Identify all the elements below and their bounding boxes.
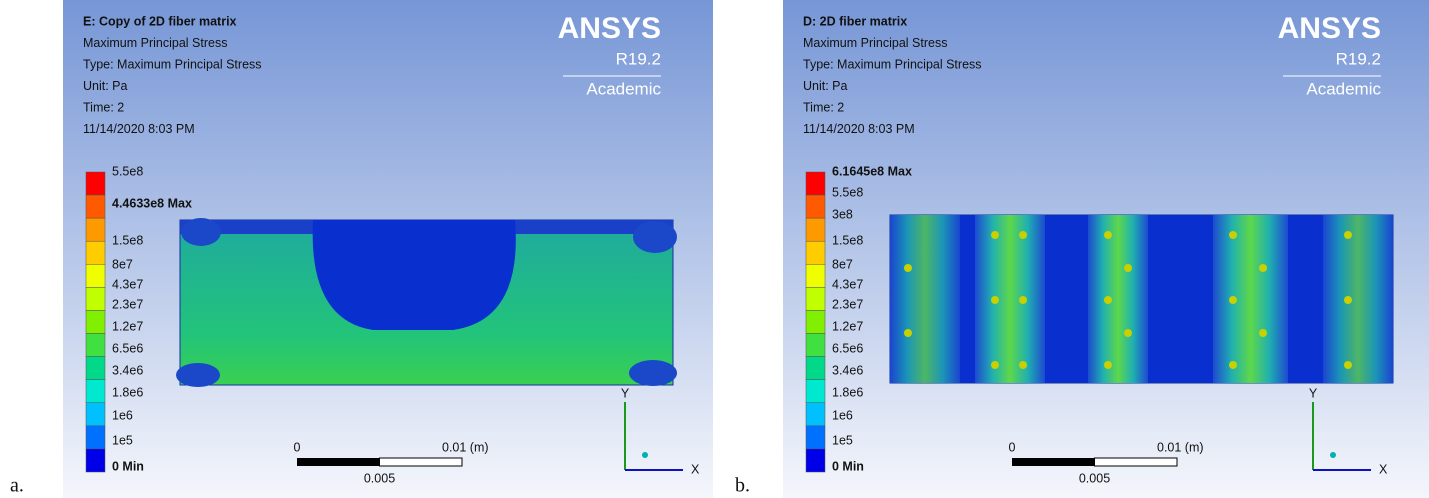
header-line: Maximum Principal Stress: [803, 36, 947, 50]
header-line: Type: Maximum Principal Stress: [803, 57, 982, 71]
legend-label: 8e7: [112, 257, 133, 271]
legend-swatch: [806, 241, 825, 264]
legend-label: 3.4e6: [832, 363, 863, 377]
legend-swatch: [86, 380, 105, 403]
logo-edition: Academic: [1306, 79, 1381, 98]
logo-version: R19.2: [1336, 49, 1381, 68]
triad-x: X: [691, 462, 700, 476]
legend-swatch: [86, 357, 105, 380]
panel: E: Copy of 2D fiber matrix Maximum Princi…: [10, 0, 713, 498]
scale-mid: 0.005: [364, 471, 395, 485]
legend-label: 0 Min: [112, 459, 144, 473]
header-line: 11/14/2020 8:03 PM: [803, 122, 915, 136]
legend-swatch: [806, 334, 825, 357]
scale-mid: 0.005: [1079, 471, 1110, 485]
legend-label: 6.5e6: [832, 341, 863, 355]
panel: D: 2D fiber matrix Maximum Principal Stre…: [735, 0, 1429, 498]
legend-label: 1.8e6: [112, 385, 143, 399]
triad-y: Y: [1309, 386, 1318, 400]
legend-swatch: [806, 449, 825, 472]
legend-swatch: [806, 218, 825, 241]
legend-label: 8e7: [832, 257, 853, 271]
legend-label: 2.3e7: [832, 297, 863, 311]
header-line: Unit: Pa: [803, 79, 848, 93]
legend-label: 6.5e6: [112, 341, 143, 355]
legend-swatch: [806, 403, 825, 426]
header-line: 11/14/2020 8:03 PM: [83, 122, 195, 136]
legend-label: 1e5: [832, 433, 853, 447]
legend-label: 4.3e7: [832, 277, 863, 291]
legend-label: 4.4633e8 Max: [112, 196, 192, 210]
header-line: Maximum Principal Stress: [83, 36, 227, 50]
legend-swatch: [806, 357, 825, 380]
legend-swatch: [806, 287, 825, 310]
legend-swatch: [86, 310, 105, 333]
legend-label: 5.5e8: [832, 185, 863, 199]
legend-swatch: [86, 172, 105, 195]
legend-swatch: [806, 426, 825, 449]
header-line: Type: Maximum Principal Stress: [83, 57, 262, 71]
scale-end: 0.01 (m): [442, 440, 489, 454]
triad-dot: [1330, 452, 1336, 458]
legend-label: 3e8: [832, 207, 853, 221]
contour-plot: [890, 215, 1393, 383]
legend-swatch: [806, 195, 825, 218]
legend-swatch: [86, 334, 105, 357]
triad-x: X: [1379, 462, 1388, 476]
legend-swatch: [806, 380, 825, 403]
logo-brand: ANSYS: [558, 12, 661, 45]
legend-label: 6.1645e8 Max: [832, 164, 912, 178]
triad-y: Y: [621, 386, 630, 400]
scale-start: 0: [1009, 440, 1016, 454]
legend-swatch: [86, 449, 105, 472]
legend-label: 1e5: [112, 433, 133, 447]
legend-label: 1e6: [832, 408, 853, 422]
legend-label: 1.2e7: [112, 319, 143, 333]
legend-label: 1.5e8: [112, 233, 143, 247]
header-line: Time: 2: [83, 100, 124, 114]
scale-bar: [1012, 458, 1095, 466]
header-line: Unit: Pa: [83, 79, 128, 93]
legend-swatch: [86, 403, 105, 426]
triad-dot: [642, 452, 648, 458]
legend-label: 4.3e7: [112, 277, 143, 291]
panel-letter: a.: [10, 475, 24, 497]
contour-plot: [176, 218, 677, 387]
legend-swatch: [86, 287, 105, 310]
header-line: D: 2D fiber matrix: [803, 14, 907, 28]
legend-swatch: [806, 310, 825, 333]
legend-label: 1e6: [112, 408, 133, 422]
scale-end: 0.01 (m): [1157, 440, 1204, 454]
scale-start: 0: [294, 440, 301, 454]
header-line: Time: 2: [803, 100, 844, 114]
legend-swatch: [86, 264, 105, 287]
legend-label: 3.4e6: [112, 363, 143, 377]
scale-bar: [1095, 458, 1178, 466]
legend-label: 0 Min: [832, 459, 864, 473]
legend-label: 1.2e7: [832, 319, 863, 333]
legend-swatch: [86, 426, 105, 449]
scale-bar: [380, 458, 463, 466]
logo-brand: ANSYS: [1278, 12, 1381, 45]
legend-swatch: [806, 264, 825, 287]
legend-swatch: [86, 195, 105, 218]
logo-edition: Academic: [586, 79, 661, 98]
legend-swatch: [86, 218, 105, 241]
legend-swatch: [806, 172, 825, 195]
panel-letter: b.: [735, 475, 750, 497]
legend-label: 2.3e7: [112, 297, 143, 311]
legend-label: 5.5e8: [112, 164, 143, 178]
page: {"panels":[ {"letter":"a.","header":["E:…: [0, 0, 1429, 498]
legend-label: 1.5e8: [832, 233, 863, 247]
scale-bar: [297, 458, 380, 466]
header-line: E: Copy of 2D fiber matrix: [83, 14, 237, 28]
legend-swatch: [86, 241, 105, 264]
legend-label: 1.8e6: [832, 385, 863, 399]
figure: E: Copy of 2D fiber matrix Maximum Princi…: [0, 0, 1429, 498]
logo-version: R19.2: [616, 49, 661, 68]
